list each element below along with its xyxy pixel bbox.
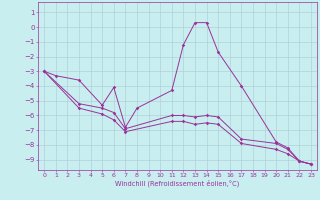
X-axis label: Windchill (Refroidissement éolien,°C): Windchill (Refroidissement éolien,°C) xyxy=(116,180,240,187)
